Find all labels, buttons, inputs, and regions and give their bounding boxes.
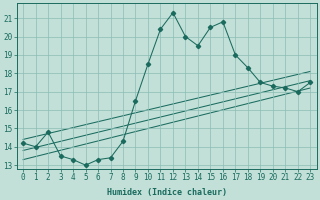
X-axis label: Humidex (Indice chaleur): Humidex (Indice chaleur) [107,188,227,197]
